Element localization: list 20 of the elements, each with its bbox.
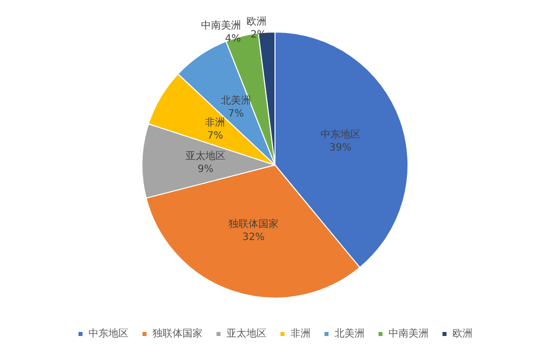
- slice-label: 中南美洲: [200, 19, 241, 32]
- slice-label: 非洲: [205, 116, 226, 129]
- legend-label: 亚太地区: [226, 328, 266, 340]
- legend-label: 中南美洲: [388, 328, 428, 340]
- data-label: 7%: [207, 130, 224, 142]
- data-label: 2%: [250, 29, 266, 40]
- slice-label: 独联体国家: [228, 218, 279, 230]
- slice-label: 亚太地区: [186, 150, 226, 162]
- legend-label: 欧洲: [452, 328, 472, 340]
- legend-label: 中东地区: [88, 328, 128, 340]
- slice-label: 欧洲: [246, 15, 266, 28]
- data-label: 7%: [228, 108, 244, 120]
- data-label: 39%: [329, 142, 352, 154]
- data-label: 9%: [198, 164, 214, 175]
- data-label: 32%: [242, 232, 265, 244]
- legend-label: 独联体国家: [152, 328, 202, 340]
- slice-label: 北美洲: [220, 94, 251, 107]
- legend-label: 北美洲: [334, 328, 364, 340]
- slice-label: 中东地区: [320, 128, 360, 140]
- legend-label: 非洲: [290, 328, 310, 340]
